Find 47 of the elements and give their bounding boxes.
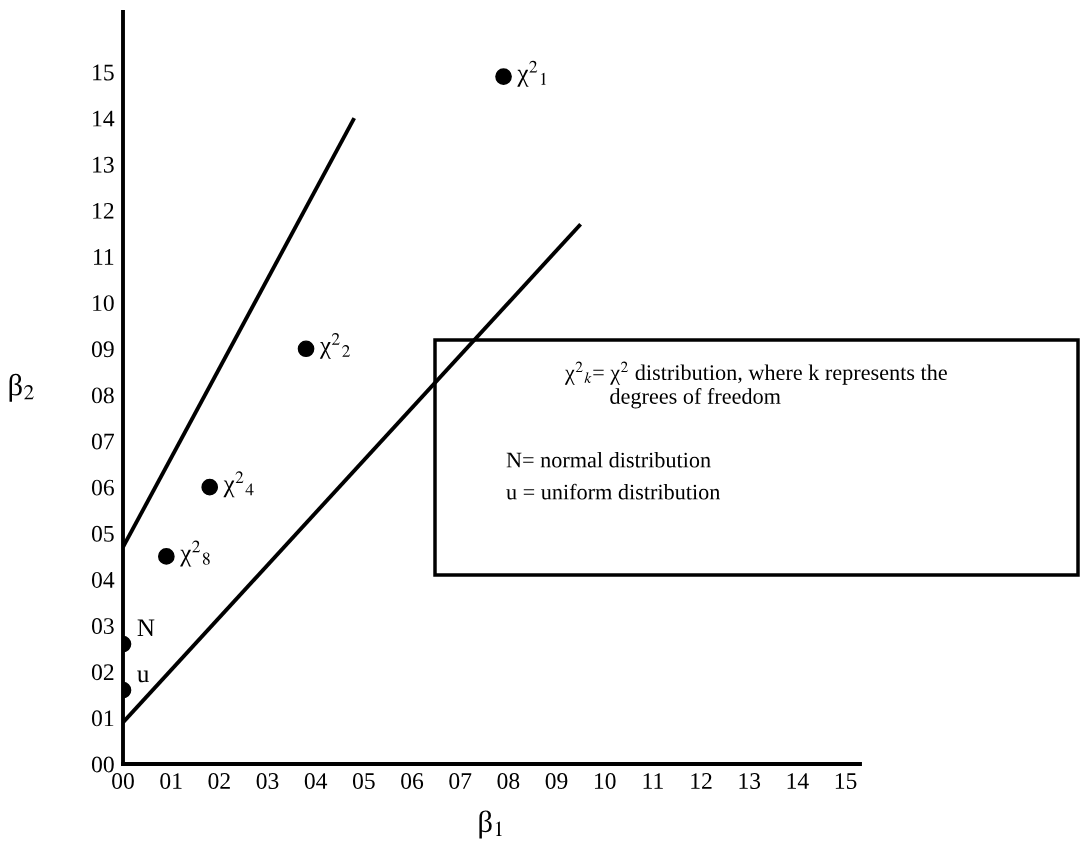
x-tick-label: 11 [643,773,663,789]
annotation: u = uniform distribution [506,483,721,500]
annotation: u [137,670,149,683]
y-axis-title: β$_{2}$ [9,373,34,402]
x-tick-label: 12 [691,773,712,789]
x-tick-label: 00 [112,773,134,789]
x-tick-label: 06 [401,773,424,789]
y-tick-label: 10 [93,295,114,312]
x-tick-label: 15 [835,773,857,789]
y-tick-label: 13 [93,156,114,173]
x-tick-label: 10 [594,773,616,789]
x-tick-label: 07 [449,773,472,789]
y-tick-label: 09 [91,341,114,358]
y-tick-label: 05 [91,525,114,542]
y-tick-label: 14 [93,110,115,127]
annotation: χ$^{2}$$_{1}$ [517,60,547,87]
x-tick-label: 01 [160,773,182,789]
point [201,478,219,496]
x-tick-label: 09 [545,773,568,789]
y-tick-label: 03 [91,618,114,635]
y-tick-label: 04 [91,571,115,588]
x-tick-label: 03 [256,773,279,789]
y-tick-label: 02 [91,664,114,681]
annotation: χ$^{2}$$_{k}$= χ$^{2}$ distribution, where k represents the degrees of freedom [564,361,947,409]
y-tick-label: 15 [93,64,114,81]
y-tick-label: 00 [91,756,114,773]
annotation: N= normal distribution [506,451,711,468]
y-tick-label: 12 [93,202,114,219]
x-axis-title: β$_{1}$ [479,810,502,839]
y-tick-label: 08 [91,387,114,404]
x-tick-label: 05 [352,773,375,789]
annotation: N [137,619,155,636]
y-tick-label: 07 [91,433,114,450]
x-tick-label: 02 [208,773,230,789]
point [297,340,315,358]
x-tick-label: 08 [497,773,520,789]
y-tick-label: 06 [91,479,114,496]
annotation: χ$^{2}$$_{4}$ [223,471,254,498]
point [158,548,175,565]
y-tick-label: 01 [91,710,114,727]
y-tick-label: 11 [94,249,114,265]
annotation: χ$^{2}$$_{8}$ [180,540,210,567]
x-tick-label: 04 [304,773,328,789]
x-tick-label: 13 [739,773,761,789]
x-tick-label: 14 [787,773,809,789]
annotation: χ$^{2}$$_{2}$ [319,332,350,359]
point [495,68,512,85]
